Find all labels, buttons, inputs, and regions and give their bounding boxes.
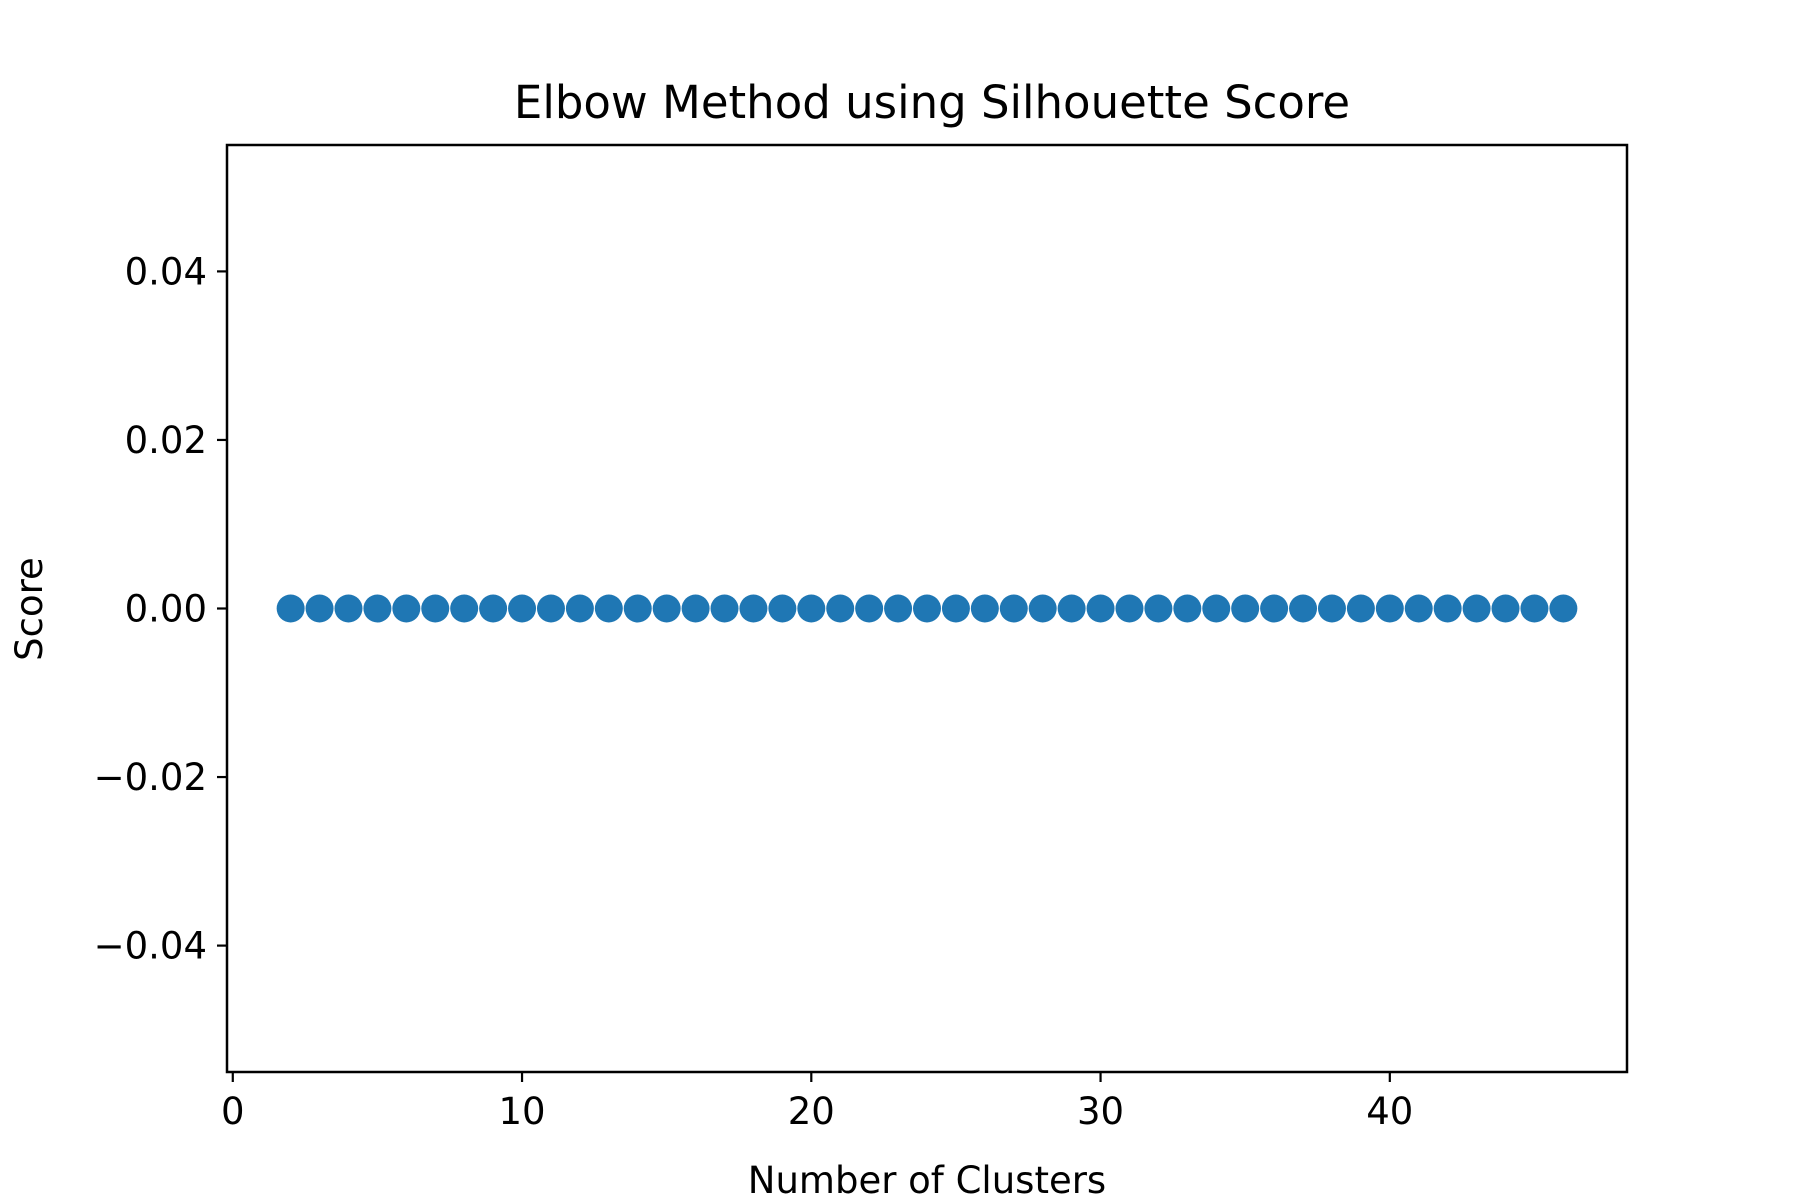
- data-point: [913, 594, 941, 623]
- data-point: [970, 594, 999, 623]
- data-point: [1433, 594, 1462, 623]
- data-point: [363, 594, 392, 623]
- y-tick-label: 0.04: [125, 250, 207, 293]
- x-tick-label: 0: [221, 1090, 245, 1133]
- data-point: [999, 594, 1028, 623]
- data-point: [508, 594, 537, 623]
- data-point: [826, 594, 855, 623]
- y-axis-label: Score: [8, 557, 51, 661]
- plot-area: [276, 594, 1578, 623]
- data-point: [1028, 594, 1057, 623]
- data-point: [334, 594, 363, 623]
- x-axis-label: Number of Clusters: [748, 1159, 1106, 1200]
- data-point: [1260, 594, 1289, 623]
- x-tick-label: 40: [1366, 1090, 1413, 1133]
- data-point: [392, 594, 421, 623]
- data-point: [1404, 594, 1433, 623]
- y-tick-label: 0.02: [125, 419, 207, 462]
- data-point: [594, 594, 623, 623]
- data-point: [797, 594, 826, 623]
- data-point: [1491, 594, 1520, 623]
- data-point: [1289, 594, 1318, 623]
- data-point: [623, 594, 652, 623]
- data-point: [536, 594, 565, 623]
- x-tick-label: 20: [788, 1090, 835, 1133]
- data-point: [1317, 594, 1346, 623]
- x-tick-label: 10: [498, 1090, 545, 1133]
- data-point: [941, 594, 970, 623]
- data-point: [1549, 594, 1578, 623]
- data-point: [276, 594, 305, 623]
- data-point: [855, 594, 884, 623]
- data-point: [1462, 594, 1491, 623]
- x-axis: 0 10 20 30 40: [221, 1072, 1413, 1133]
- data-point: [1346, 594, 1375, 623]
- chart-title: Elbow Method using Silhouette Score: [514, 76, 1350, 129]
- data-point: [450, 594, 479, 623]
- x-tick-label: 30: [1077, 1090, 1124, 1133]
- y-tick-label: 0.00: [125, 588, 207, 631]
- data-point: [1375, 594, 1404, 623]
- data-point: [1231, 594, 1260, 623]
- data-point: [652, 594, 681, 623]
- data-point: [739, 594, 768, 623]
- data-point: [421, 594, 450, 623]
- y-tick-label: −0.04: [94, 925, 207, 968]
- data-point: [1202, 594, 1231, 623]
- y-tick-label: −0.02: [94, 756, 207, 799]
- data-point: [479, 594, 508, 623]
- data-point: [305, 594, 334, 623]
- data-point: [710, 594, 739, 623]
- data-point: [1086, 594, 1115, 623]
- data-point: [565, 594, 594, 623]
- data-point: [1173, 594, 1202, 623]
- data-point: [884, 594, 913, 623]
- data-point: [1144, 594, 1173, 623]
- data-point: [1057, 594, 1086, 623]
- data-point: [1115, 594, 1144, 623]
- data-point: [768, 594, 797, 623]
- y-axis: 0.04 0.02 0.00 −0.02 −0.04: [94, 250, 227, 968]
- data-point: [681, 594, 710, 623]
- data-point: [1520, 594, 1549, 623]
